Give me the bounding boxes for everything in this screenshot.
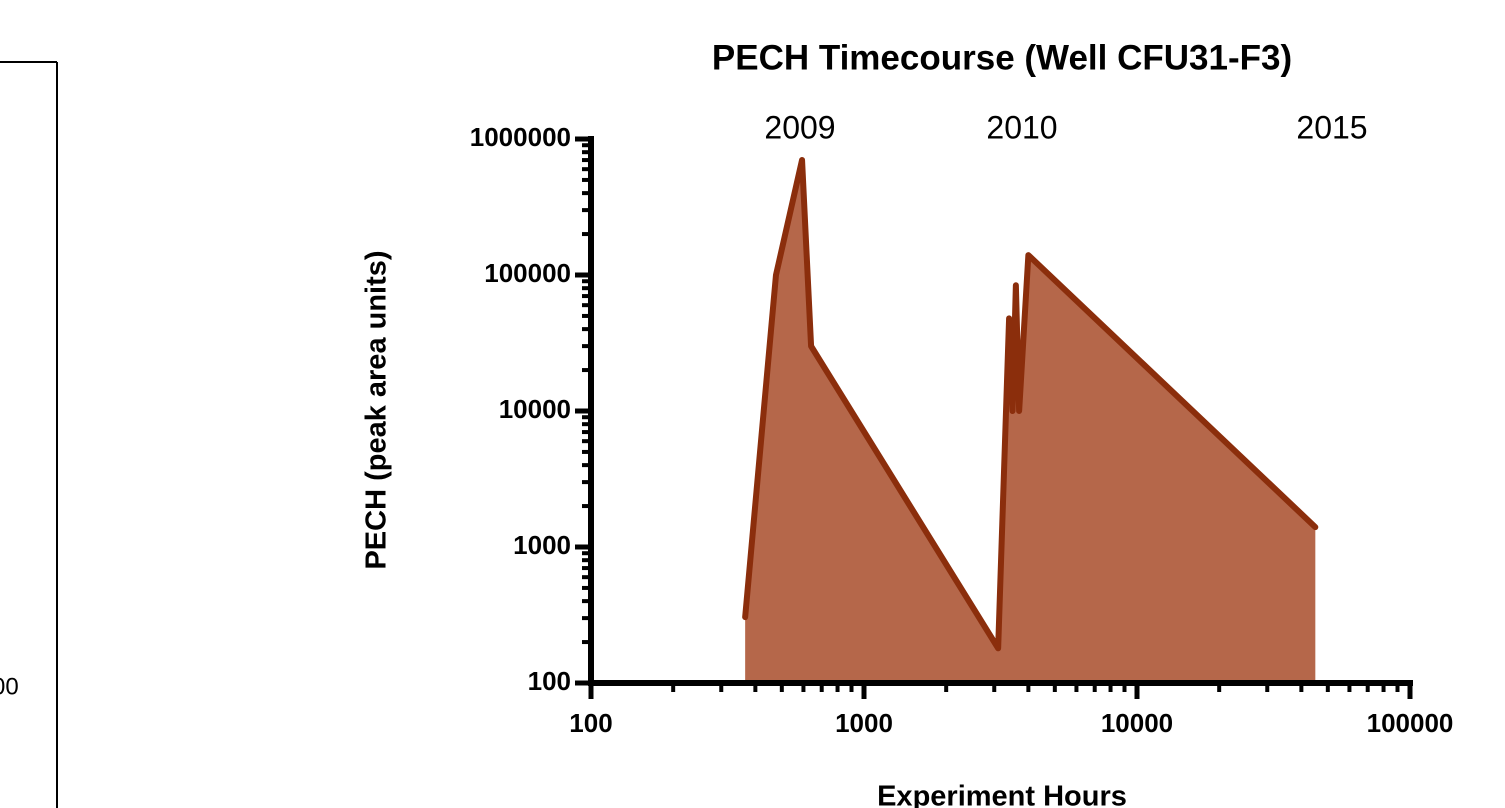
annotation: 2010 [986, 109, 1057, 145]
y-tick-label: 10000 [499, 394, 571, 424]
y-tick-label: 1000 [513, 530, 571, 560]
x-tick-label: 100 [569, 708, 612, 738]
area-line [742, 157, 1319, 652]
x-axis-title: Experiment Hours [877, 781, 1127, 808]
y-axis-title: PECH (peak area units) [361, 250, 393, 569]
panel-label: 00 [0, 673, 19, 700]
chart-title: PECH Timecourse (Well CFU31-F3) [712, 38, 1292, 77]
x-tick-label: 100000 [1367, 708, 1454, 738]
y-tick-label: 100 [528, 666, 571, 696]
y-tick-label: 1000000 [470, 122, 571, 152]
annotation: 2015 [1296, 109, 1367, 145]
area-fill [745, 160, 1316, 684]
annotation: 2009 [764, 109, 835, 145]
x-tick-label: 10000 [1101, 708, 1173, 738]
y-tick-label: 100000 [484, 258, 571, 288]
x-tick-label: 1000 [835, 708, 893, 738]
